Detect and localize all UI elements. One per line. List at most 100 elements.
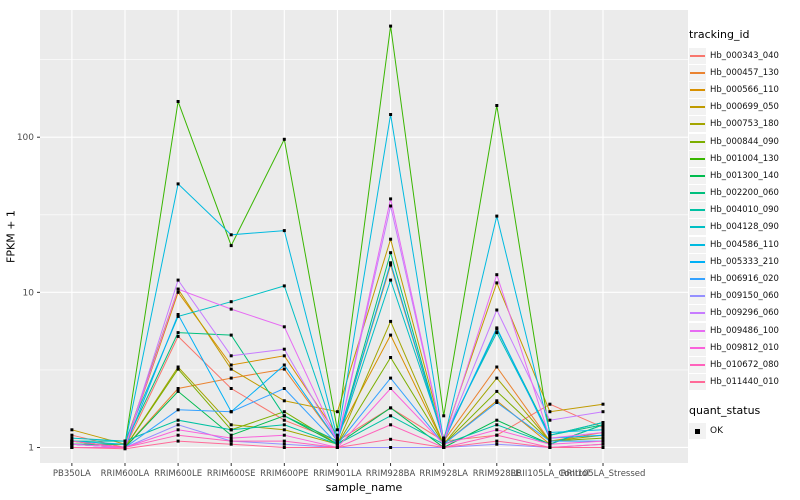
data-point <box>176 290 180 294</box>
x-axis-title: sample_name <box>325 481 403 494</box>
status-legend-label: OK <box>710 426 723 437</box>
data-point <box>123 447 127 451</box>
data-point <box>229 300 233 304</box>
legend-line-icon <box>690 346 705 349</box>
legend-item: Hb_000753_180 <box>689 116 799 133</box>
data-point <box>548 418 552 422</box>
data-point <box>176 418 180 422</box>
data-point <box>548 436 552 440</box>
data-point <box>601 428 605 432</box>
data-point <box>548 431 552 434</box>
data-point <box>282 423 286 427</box>
data-point <box>495 428 499 432</box>
data-point <box>176 365 180 369</box>
data-point <box>495 442 499 446</box>
data-point <box>176 287 180 291</box>
data-point <box>389 333 393 337</box>
data-point <box>495 401 499 404</box>
data-point <box>495 423 499 427</box>
data-point <box>601 442 605 446</box>
x-tick-label: RRIM600PE <box>260 469 308 479</box>
legend-line-icon <box>690 381 705 384</box>
legend-item-label: Hb_000566_110 <box>710 84 779 95</box>
data-point <box>601 421 605 424</box>
data-point <box>176 367 180 371</box>
x-tick-label: RRIM600LA <box>101 469 150 479</box>
data-point <box>389 113 393 116</box>
legend-item-label: Hb_000343_040 <box>710 50 779 61</box>
data-point <box>548 442 552 446</box>
legend-line-icon <box>690 157 705 160</box>
data-point <box>548 402 552 406</box>
legend-key <box>689 167 706 184</box>
legend-line-icon <box>690 226 705 229</box>
data-point <box>495 331 499 335</box>
data-point <box>229 428 233 432</box>
data-point <box>282 137 286 141</box>
data-point <box>495 439 499 443</box>
legend-item: Hb_005333_210 <box>689 253 799 270</box>
data-point <box>176 439 180 443</box>
data-point <box>282 229 286 233</box>
data-point <box>601 439 605 443</box>
series-legend-items: Hb_000343_040 Hb_000457_130 Hb_000566_110 H… <box>689 47 799 391</box>
legend-item: Hb_011440_010 <box>689 374 799 391</box>
legend-item-label: Hb_005333_210 <box>710 256 779 267</box>
series-legend-title: tracking_id <box>689 28 750 41</box>
legend-key <box>689 322 706 339</box>
legend-line-icon <box>690 88 705 91</box>
data-point <box>495 308 499 312</box>
data-point <box>335 439 339 443</box>
data-point <box>282 284 286 288</box>
data-point <box>389 376 393 380</box>
data-point <box>176 182 180 186</box>
legend-item: Hb_001300_140 <box>689 167 799 184</box>
data-point <box>335 410 339 414</box>
data-point <box>123 442 127 446</box>
legend-item: Hb_000566_110 <box>689 81 799 98</box>
data-point <box>442 442 446 446</box>
data-point <box>601 436 605 440</box>
data-point <box>282 439 286 443</box>
legend-key <box>689 81 706 98</box>
data-point <box>601 431 605 434</box>
x-tick-label: RRIM928LA <box>419 469 468 479</box>
legend-key <box>689 99 706 116</box>
legend-key <box>689 150 706 167</box>
data-point <box>442 436 446 440</box>
data-point <box>548 410 552 414</box>
legend-item: Hb_009150_060 <box>689 288 799 305</box>
data-point <box>282 433 286 437</box>
data-point <box>282 367 286 371</box>
data-point <box>229 354 233 358</box>
data-point <box>229 244 233 248</box>
data-point <box>601 446 605 449</box>
legend-item: Hb_000343_040 <box>689 47 799 64</box>
data-point <box>495 281 499 285</box>
data-point <box>442 414 446 418</box>
data-point <box>282 363 286 367</box>
x-tick-label: RRIM600SE <box>207 469 256 479</box>
legend-key <box>689 219 706 236</box>
data-point <box>389 414 393 418</box>
data-point <box>389 406 393 410</box>
legend-key <box>689 202 706 219</box>
data-point <box>389 197 393 201</box>
legend-key <box>689 305 706 322</box>
legend-item-label: Hb_006916_020 <box>710 274 779 285</box>
data-point <box>335 428 339 432</box>
legend-item-label: Hb_000457_130 <box>710 67 779 78</box>
data-point <box>176 100 180 103</box>
legend-item: Hb_001004_130 <box>689 150 799 167</box>
data-point <box>282 442 286 446</box>
legend-key <box>689 236 706 253</box>
point-square-icon <box>695 428 700 434</box>
data-point <box>282 414 286 418</box>
data-point <box>176 428 180 432</box>
x-tick-label: PB350LA <box>53 469 91 479</box>
legend-key <box>689 356 706 373</box>
x-tick-label: RRIM901LA <box>313 469 362 479</box>
x-tick-label: RRIM928BA <box>366 469 416 479</box>
legend-item: Hb_009812_010 <box>689 339 799 356</box>
